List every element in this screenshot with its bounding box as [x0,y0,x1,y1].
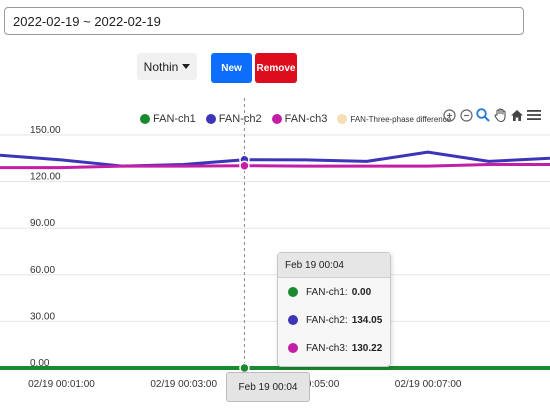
series-marker [288,343,298,353]
x-tick-label: 02/19 00:01:00 [28,379,95,390]
tooltip-title: Feb 19 00:04 [278,253,390,278]
chart-tooltip: Feb 19 00:04 FAN-ch1: 0.00 FAN-ch2: 134.… [277,252,391,367]
tooltip-value: 130.22 [352,343,383,354]
tooltip-value: 0.00 [352,287,371,298]
tooltip-value: 134.05 [352,315,383,326]
tooltip-label: FAN-ch1: [306,287,348,298]
chart-series [0,152,550,368]
crosshair-x-label: Feb 19 00:04 [226,372,310,402]
series-line-fan-ch3 [0,165,550,168]
x-tick-label: 02/19 00:07:00 [395,379,462,390]
chart-gridlines [0,135,550,368]
tooltip-row-fan-ch3: FAN-ch3: 130.22 [278,334,390,362]
tooltip-label: FAN-ch3: [306,343,348,354]
y-tick-label: 60.00 [30,265,55,276]
series-marker [288,315,298,325]
y-tick-label: 150.00 [30,125,61,136]
x-tick-label: 02/19 00:03:00 [150,379,217,390]
tooltip-label: FAN-ch2: [306,315,348,326]
series-marker [288,287,298,297]
tooltip-row-fan-ch2: FAN-ch2: 134.05 [278,306,390,334]
crosshair [240,98,249,373]
y-tick-label: 90.00 [30,218,55,229]
y-tick-label: 120.00 [30,172,61,183]
tooltip-row-fan-ch1: FAN-ch1: 0.00 [278,278,390,306]
y-tick-label: 30.00 [30,311,55,322]
crosshair-point-fan-ch3 [240,161,249,170]
